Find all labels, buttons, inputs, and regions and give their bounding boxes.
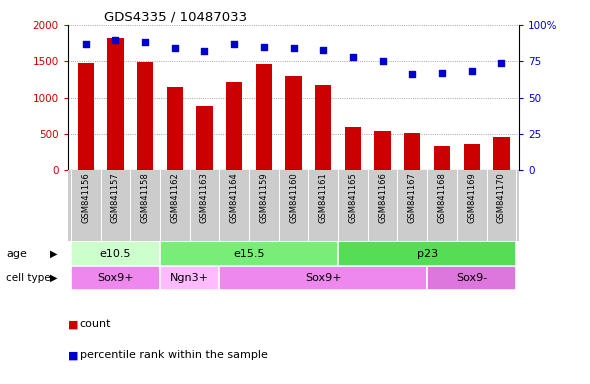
Text: GDS4335 / 10487033: GDS4335 / 10487033	[104, 11, 247, 24]
Point	[200, 48, 209, 54]
Bar	[107, 38, 123, 170]
Bar	[315, 85, 332, 170]
Bar	[427, 266, 516, 290]
Text: GSM841166: GSM841166	[378, 172, 387, 223]
Text: ■: ■	[68, 350, 78, 360]
Text: GSM841156: GSM841156	[81, 172, 90, 223]
Text: Sox9-: Sox9-	[456, 273, 487, 283]
Text: Ngn3+: Ngn3+	[170, 273, 209, 283]
Text: count: count	[80, 319, 111, 329]
Bar	[196, 106, 212, 170]
Text: e10.5: e10.5	[100, 248, 131, 258]
Bar	[71, 266, 160, 290]
Point	[497, 60, 506, 66]
Point	[111, 36, 120, 43]
Text: GSM841162: GSM841162	[171, 172, 179, 223]
Text: GSM841165: GSM841165	[349, 172, 358, 223]
Bar	[71, 242, 160, 266]
Text: GSM841170: GSM841170	[497, 172, 506, 223]
Bar	[404, 133, 421, 170]
Text: GSM841168: GSM841168	[438, 172, 447, 223]
Point	[81, 41, 90, 47]
Bar	[226, 82, 242, 170]
Text: GSM841160: GSM841160	[289, 172, 298, 223]
Text: Sox9+: Sox9+	[305, 273, 342, 283]
Text: Sox9+: Sox9+	[97, 273, 134, 283]
Text: percentile rank within the sample: percentile rank within the sample	[80, 350, 267, 360]
Bar	[286, 76, 301, 170]
Bar	[137, 62, 153, 170]
Point	[230, 41, 239, 47]
Text: cell type: cell type	[6, 273, 51, 283]
Text: GSM841163: GSM841163	[200, 172, 209, 223]
Bar	[375, 131, 391, 170]
Text: p23: p23	[417, 248, 438, 258]
Text: ▶: ▶	[50, 248, 58, 258]
Point	[378, 58, 387, 65]
Text: ▶: ▶	[50, 273, 58, 283]
Text: e15.5: e15.5	[233, 248, 265, 258]
Bar	[160, 266, 219, 290]
Text: GSM841158: GSM841158	[140, 172, 149, 223]
Text: GSM841159: GSM841159	[260, 172, 268, 223]
Bar	[345, 127, 361, 170]
Text: GSM841157: GSM841157	[111, 172, 120, 223]
Point	[467, 68, 476, 74]
Bar	[255, 64, 272, 170]
Point	[408, 71, 417, 78]
Bar	[493, 137, 510, 170]
Bar	[338, 242, 516, 266]
Point	[348, 54, 358, 60]
Point	[170, 45, 179, 51]
Bar	[166, 87, 183, 170]
Point	[140, 39, 150, 45]
Point	[319, 46, 328, 53]
Text: GSM841164: GSM841164	[230, 172, 238, 223]
Bar	[77, 63, 94, 170]
Bar	[464, 144, 480, 170]
Text: GSM841161: GSM841161	[319, 172, 327, 223]
Point	[437, 70, 447, 76]
Text: age: age	[6, 248, 27, 258]
Point	[259, 44, 268, 50]
Point	[289, 45, 299, 51]
Text: GSM841167: GSM841167	[408, 172, 417, 223]
Bar	[160, 242, 338, 266]
Text: GSM841169: GSM841169	[467, 172, 476, 223]
Bar	[219, 266, 427, 290]
Text: ■: ■	[68, 319, 78, 329]
Bar	[434, 146, 450, 170]
